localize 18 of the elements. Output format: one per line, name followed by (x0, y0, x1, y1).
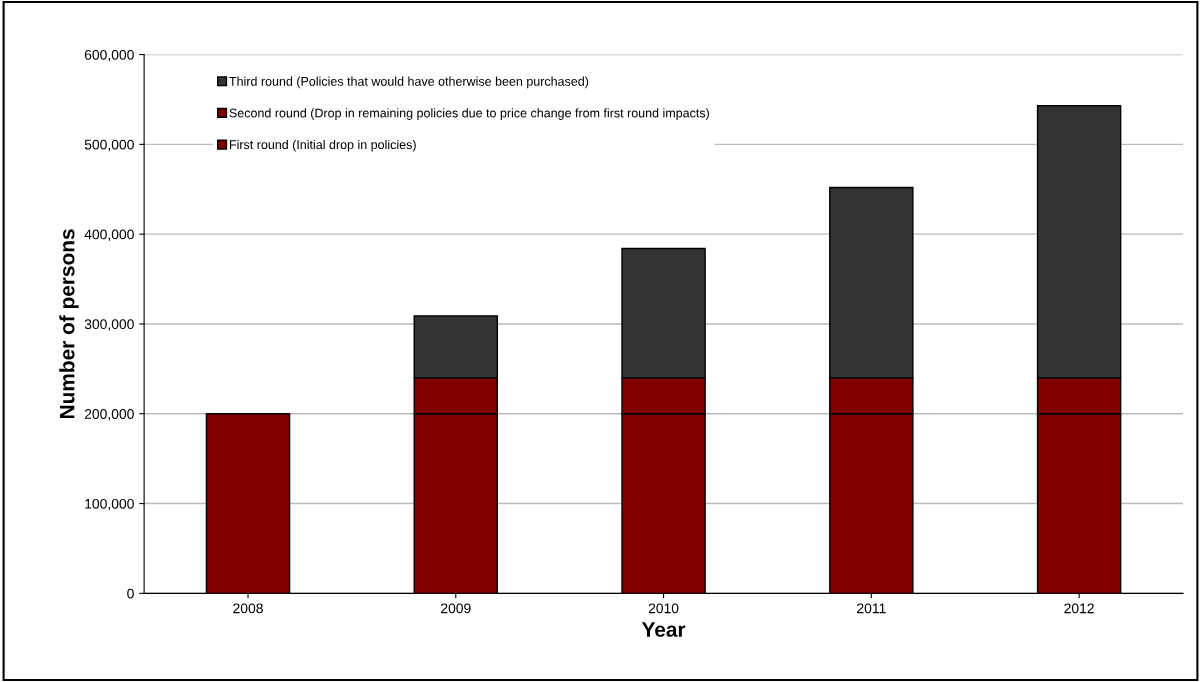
y-tick-label: 500,000 (84, 139, 134, 152)
bar (205, 413, 291, 594)
legend-label: Second round (Drop in remaining policies due to price change from first round impacts) (229, 108, 709, 120)
x-axis-title: Year (641, 622, 686, 637)
y-tick-label: 300,000 (84, 319, 134, 331)
x-tick-label: 2009 (441, 603, 471, 614)
y-tick-label: 0 (127, 588, 134, 599)
y-tick-label: 600,000 (84, 49, 134, 62)
x-tick-label: 2012 (1064, 603, 1094, 614)
y-axis-title: Number of persons (59, 229, 79, 419)
y-tick-label: 100,000 (85, 498, 134, 511)
legend-label: First round (Initial drop in policies) (229, 139, 416, 152)
x-tick-label: 2010 (648, 603, 679, 614)
y-tick-label: 200,000 (84, 409, 134, 421)
y-tick-label: 400,000 (84, 229, 134, 241)
legend-label: Third round (Policies that would have otherwise been purchased) (229, 76, 589, 89)
x-tick-label: 2011 (857, 603, 886, 614)
x-tick-label: 2008 (233, 603, 263, 614)
